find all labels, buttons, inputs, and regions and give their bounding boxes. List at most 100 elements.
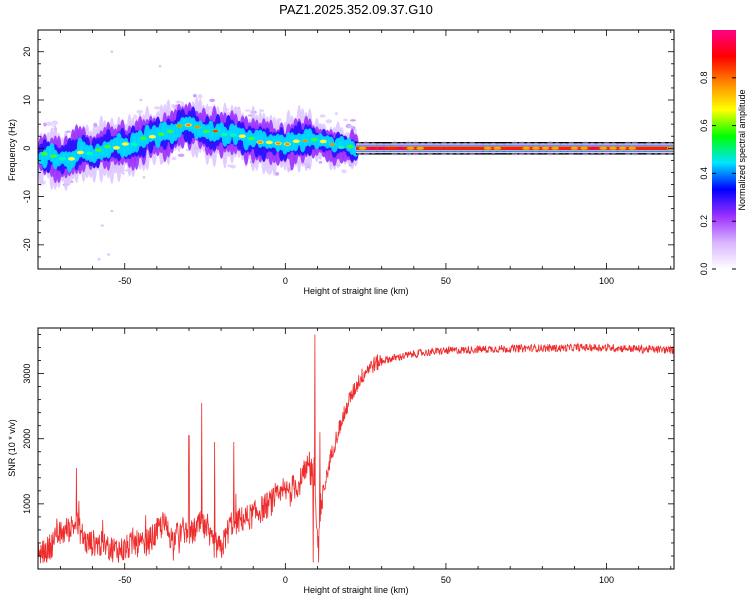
spectral-peak-blob	[85, 151, 93, 156]
snr-frame	[37, 327, 675, 570]
spectrogram-y-label: Frequency (Hz)	[7, 119, 17, 181]
clean-band-core-blob	[387, 146, 396, 150]
clean-band-core-blob	[580, 146, 589, 150]
colorbar: 0.0 0.2 0.4 0.6 0.8 Normalized spectral ampl…	[699, 30, 747, 275]
clean-band-core-blob	[445, 146, 454, 150]
spectral-peak-blob	[157, 132, 165, 136]
spectrogram-panel: -50 0 50 100 -20 -10 0 10 20 Height of straight…	[7, 29, 675, 296]
figure-title: PAZ1.2025.352.09.37.G10	[279, 2, 433, 17]
spectrogram-y-tick-label: 10	[22, 95, 32, 105]
clean-band-core-blob	[474, 146, 483, 150]
clean-band-core-blob	[657, 146, 666, 150]
spectral-speckle	[133, 114, 138, 120]
spectral-peak-core	[329, 143, 335, 146]
spectrogram-y-tick-label: 20	[22, 47, 32, 57]
spectral-peak-core	[257, 140, 263, 144]
clean-band-core-blob	[493, 146, 502, 150]
spectral-peak-core	[194, 125, 200, 129]
spectral-speckle	[209, 98, 216, 103]
clean-band-core-blob	[551, 146, 560, 150]
spectrogram-y-tick-label: -10	[22, 190, 32, 203]
clean-band-core-blob	[628, 146, 637, 150]
colorbar-tick-label: 0.8	[699, 72, 709, 85]
spectrogram-frame	[37, 29, 675, 270]
clean-band-core-blob	[599, 146, 608, 150]
spectral-peak-blob	[319, 139, 327, 144]
colorbar-tick-label: 0.2	[699, 215, 709, 228]
spectral-peak-blob	[58, 156, 66, 161]
spectral-peak-blob	[49, 154, 57, 158]
clean-band-core-blob	[454, 146, 463, 150]
spectral-peak-blob	[229, 133, 237, 137]
spectral-peak-blob	[40, 152, 48, 156]
spectral-speckle	[97, 258, 101, 261]
spectral-peak-blob	[292, 139, 300, 144]
clean-band-core-blob	[541, 146, 550, 150]
spectral-peak-blob	[139, 136, 147, 141]
spectral-speckle	[319, 114, 326, 118]
colorbar-tick-label: 0.0	[699, 263, 709, 276]
clean-band-core-blob	[647, 146, 656, 150]
spectral-speckle	[110, 50, 114, 53]
spectral-peak-blob	[238, 134, 246, 138]
spectral-speckle	[343, 118, 348, 122]
spectral-speckle	[139, 98, 143, 102]
spectrogram-marks	[38, 50, 674, 261]
snr-marks	[38, 334, 674, 564]
snr-plot-area	[38, 328, 674, 569]
spectral-speckle	[142, 176, 146, 179]
spectrogram-x-tick-label: -50	[118, 276, 131, 286]
colorbar-ticks: 0.0 0.2 0.4 0.6 0.8	[699, 72, 736, 276]
snr-x-tick-label: 0	[283, 575, 288, 585]
spectral-peak-blob	[247, 136, 255, 141]
clean-band-core-blob	[368, 146, 377, 150]
spectral-peak-core	[284, 142, 290, 146]
spectrogram-x-ticks: -50 0 50 100	[60, 30, 672, 286]
spectral-speckle	[353, 128, 358, 132]
spectral-peak-blob	[67, 157, 75, 161]
snr-x-tick-label: 50	[441, 575, 451, 585]
spectral-speckle	[175, 100, 182, 104]
spectral-speckle	[171, 156, 177, 161]
spectral-speckle	[334, 112, 338, 116]
clean-band-core-blob	[608, 146, 617, 150]
spectral-speckle	[51, 120, 59, 125]
clean-band-core-blob	[416, 146, 425, 150]
clean-band-core-blob	[560, 146, 569, 150]
spectral-peak-blob	[130, 142, 138, 147]
spectral-peak-core	[212, 129, 218, 133]
snr-x-tick-label: -50	[118, 575, 131, 585]
spectral-peak-blob	[121, 142, 129, 146]
spectral-speckle	[153, 106, 161, 110]
snr-panel: -50 0 50 100 1000 2000 3000 Height of straigh…	[7, 327, 675, 595]
colorbar-tick-label: 0.4	[699, 167, 709, 180]
spectral-peak-blob	[112, 145, 120, 150]
spectral-peak-blob	[220, 132, 228, 137]
spectral-speckle	[341, 169, 347, 174]
clean-band-core-blob	[396, 146, 405, 150]
spectral-speckle	[110, 209, 114, 213]
spectral-peak-core	[176, 124, 182, 127]
snr-x-ticks: -50 0 50 100	[60, 328, 672, 585]
spectral-peak-blob	[103, 144, 111, 149]
spectral-speckle	[192, 93, 197, 98]
spectral-speckle	[197, 94, 203, 99]
spectral-peak-blob	[148, 134, 156, 139]
clean-band-core-blob	[531, 146, 540, 150]
spectrogram-x-tick-label: 0	[283, 276, 288, 286]
spectral-peak-core	[302, 139, 308, 142]
spectral-speckle	[207, 106, 214, 111]
spectral-speckle	[43, 122, 47, 127]
spectral-speckle	[318, 161, 323, 164]
snr-x-tick-label: 100	[599, 575, 614, 585]
spectral-speckle	[227, 164, 232, 168]
clean-band-core-blob	[358, 146, 367, 150]
spectral-speckle	[244, 109, 251, 112]
spectral-peak-blob	[337, 145, 345, 150]
snr-y-ticks: 1000 2000 3000	[22, 334, 674, 557]
spectrogram-y-tick-label: -20	[22, 238, 32, 251]
snr-series-line	[38, 334, 674, 564]
clean-band-core-blob	[425, 146, 434, 150]
clean-band-core-blob	[377, 146, 386, 150]
spectrogram-y-tick-label: 0	[22, 146, 32, 151]
